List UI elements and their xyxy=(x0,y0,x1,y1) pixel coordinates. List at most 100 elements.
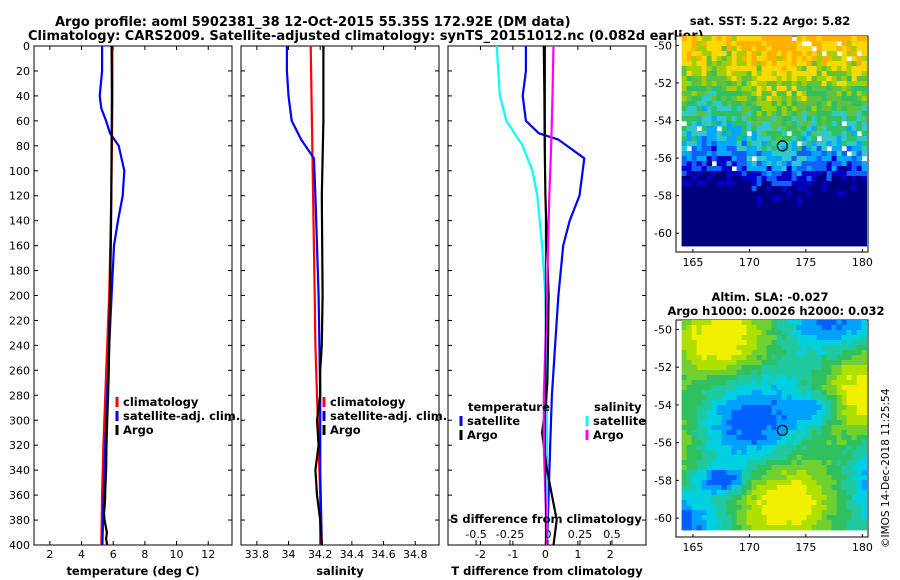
sla_map-cell xyxy=(786,395,792,401)
sla_map-cell xyxy=(761,430,767,436)
sla_map-cell xyxy=(811,455,817,461)
sla_map-cell xyxy=(771,345,777,351)
sla_map-cell xyxy=(746,370,752,376)
sst_map-cell xyxy=(781,76,787,82)
sla_map-cell xyxy=(861,415,867,421)
sst_map-cell xyxy=(736,111,742,117)
sst_map-cell xyxy=(791,56,797,62)
sst_map-cell xyxy=(781,186,787,192)
sst_map-cell xyxy=(681,151,687,157)
sst_map-cell xyxy=(836,131,842,137)
sst_map-cell xyxy=(681,221,687,227)
depth-tick-label: 260 xyxy=(9,364,30,377)
sla_map-cell xyxy=(801,395,807,401)
sla_map-cell xyxy=(756,465,762,471)
sla_map-cell xyxy=(706,340,712,346)
sla_map-cell xyxy=(796,415,802,421)
sst_map-cell xyxy=(836,126,842,132)
sla_map-cell xyxy=(806,340,812,346)
sst_map-cell xyxy=(806,131,812,137)
sla_map-cell xyxy=(716,485,722,491)
sla_map-cell xyxy=(706,370,712,376)
sla_map-cell xyxy=(696,460,702,466)
sla_map-cell xyxy=(696,405,702,411)
sst_map-cell xyxy=(691,86,697,92)
sla_map-cell xyxy=(851,450,857,456)
sla_map-cell xyxy=(741,415,747,421)
sla_map-cell xyxy=(756,365,762,371)
sla_map-cell xyxy=(801,485,807,491)
sla_map-cell xyxy=(716,380,722,386)
sst_map-cell xyxy=(736,51,742,57)
sla_map-cell xyxy=(791,325,797,331)
sla_map-cell xyxy=(811,465,817,471)
sla_map-cell xyxy=(751,325,757,331)
sst_map-cell xyxy=(716,231,722,237)
sst_map-cell xyxy=(721,76,727,82)
sla_map-cell xyxy=(716,510,722,516)
sst_map-cell xyxy=(771,51,777,57)
sst_map-cell xyxy=(801,221,807,227)
sla_map-cell xyxy=(821,370,827,376)
sla_map-cell xyxy=(731,395,737,401)
sst_map-cell xyxy=(711,136,717,142)
sst_map-ytick-label: -54 xyxy=(654,115,672,128)
sla_map-cell xyxy=(736,495,742,501)
sst_map-cell xyxy=(766,46,772,52)
sst_map-cell xyxy=(761,116,767,122)
sla_map-cell xyxy=(771,435,777,441)
sst_map-cell xyxy=(696,141,702,147)
sla_map-cell xyxy=(791,510,797,516)
sst_map-cell xyxy=(826,61,832,67)
sst_map-cell xyxy=(801,171,807,177)
sst_map-cell xyxy=(736,186,742,192)
sst_map-cell xyxy=(821,146,827,152)
sst_map-cell xyxy=(821,126,827,132)
sst_map-cell xyxy=(846,231,852,237)
sla_map-cell xyxy=(716,415,722,421)
sla_map-cell xyxy=(821,510,827,516)
sla_map-cell xyxy=(761,350,767,356)
sst_map-cell xyxy=(736,171,742,177)
sla_map-cell xyxy=(701,465,707,471)
sst_map-cell xyxy=(736,141,742,147)
sst_map-cell xyxy=(821,191,827,197)
sst_map-cell xyxy=(836,186,842,192)
sla_map-cell xyxy=(851,465,857,471)
sla_map-cell xyxy=(776,490,782,496)
sla_map-cell xyxy=(816,410,822,416)
sst_map-cell xyxy=(716,101,722,107)
sst_map-cell xyxy=(736,66,742,72)
sla_map-cell xyxy=(696,465,702,471)
sla_map-cell xyxy=(836,350,842,356)
sla_map-cell xyxy=(776,445,782,451)
sst_map-cell xyxy=(771,196,777,202)
legend-salinity-title: salinity xyxy=(594,400,642,414)
sla_map-cell xyxy=(766,390,772,396)
sst_map-cell xyxy=(856,36,862,42)
sst_map-cell xyxy=(721,71,727,77)
sst_map-cell xyxy=(856,151,862,157)
sst_map-cell xyxy=(761,66,767,72)
sla_map-cell xyxy=(791,330,797,336)
sla_map-cell xyxy=(711,475,717,481)
sst_map-cell xyxy=(761,206,767,212)
sst_map-cell xyxy=(796,106,802,112)
sst_map-cell xyxy=(776,36,782,42)
sla_map-cell xyxy=(731,355,737,361)
sla_map-cell xyxy=(826,425,832,431)
sla_map-cell xyxy=(696,385,702,391)
sla_map-cell xyxy=(791,420,797,426)
sst_map-cell xyxy=(776,56,782,62)
sla_map-cell xyxy=(816,525,822,531)
sla_map-cell xyxy=(786,410,792,416)
sst_map-cell xyxy=(771,126,777,132)
sst_map-cell xyxy=(696,171,702,177)
sst_map-cell xyxy=(856,111,862,117)
sst_map-cell xyxy=(771,181,777,187)
sla_map-cell xyxy=(711,335,717,341)
sst_map-cell xyxy=(821,86,827,92)
salinity-xtick-label: 34 xyxy=(282,548,296,561)
sla_map-cell xyxy=(801,345,807,351)
sla_map-cell xyxy=(816,520,822,526)
